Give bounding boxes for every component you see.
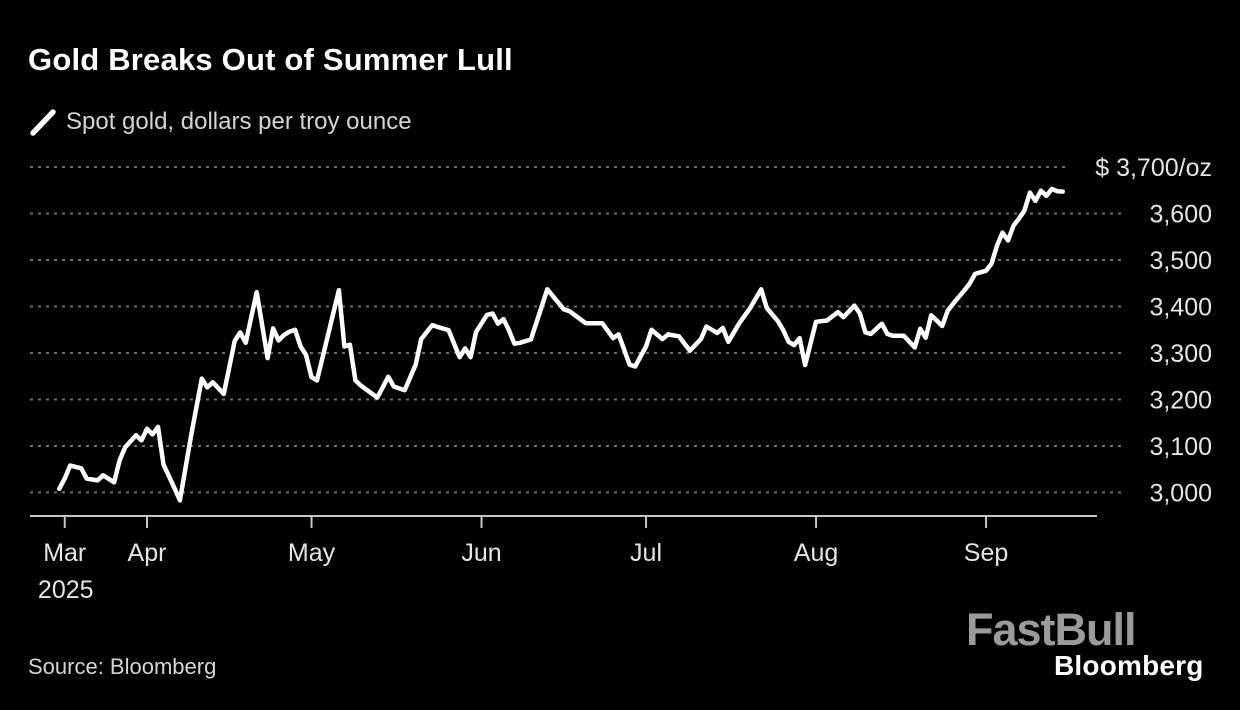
x-tick-label: Jun (461, 539, 501, 567)
gridlines (30, 166, 1122, 494)
bloomberg-logo: Bloomberg (1054, 650, 1204, 681)
price-line-series (57, 186, 1066, 503)
x-axis (30, 515, 1097, 528)
spot-gold-price-line (57, 186, 1066, 503)
y-tick-label: 3,600 (1149, 201, 1212, 229)
legend-label: Spot gold, dollars per troy ounce (66, 108, 412, 135)
source-credit: Source: Bloomberg (28, 654, 217, 679)
y-tick-label: 3,400 (1149, 294, 1212, 322)
x-tick-label: Jul (630, 539, 662, 567)
y-tick-label: 3,000 (1149, 480, 1212, 508)
x-tick-label: Apr (128, 539, 167, 567)
x-tick-label: Sep (964, 539, 1008, 567)
y-tick-label: 3,500 (1149, 247, 1212, 275)
line-series-swatch-icon (30, 109, 56, 136)
y-tick-label: 3,100 (1149, 433, 1212, 461)
x-tick-label: May (288, 539, 336, 567)
x-axis-labels: Mar 2025 Apr May Jun Jul Aug Sep (38, 539, 1008, 604)
fastbull-logo: FastBull (966, 604, 1137, 655)
y-tick-label: 3,200 (1149, 387, 1212, 415)
x-tick-label: Aug (794, 539, 838, 567)
legend: Spot gold, dollars per troy ounce (28, 107, 412, 137)
x-tick-label: Mar (43, 539, 86, 567)
y-tick-label: 3,300 (1149, 340, 1212, 368)
page-title: Gold Breaks Out of Summer Lull (28, 42, 513, 77)
y-tick-label: $ 3,700/oz (1095, 154, 1212, 182)
y-axis-labels: $ 3,700/oz 3,600 3,500 3,400 3,300 3,200 3,100… (1095, 154, 1212, 508)
x-axis-year-label: 2025 (38, 576, 94, 604)
